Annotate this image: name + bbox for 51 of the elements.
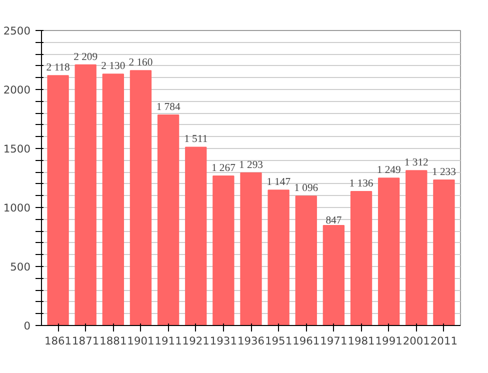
bar [268, 190, 290, 326]
y-tick-label: 0 [24, 320, 31, 332]
bar [240, 172, 262, 326]
x-tick-label: 1991 [375, 334, 402, 348]
bar [406, 170, 428, 326]
bar [322, 225, 345, 326]
y-tick-label: 2000 [3, 84, 31, 96]
bar [130, 70, 152, 326]
data-label: 1 293 [239, 160, 263, 171]
bar [295, 196, 317, 326]
bar [433, 180, 455, 326]
y-tick-label: 1500 [3, 142, 31, 156]
x-tick-label: 1861 [44, 334, 72, 348]
x-tick-label: 1981 [348, 334, 375, 348]
data-label: 1 096 [294, 183, 319, 194]
data-label: 1 147 [266, 177, 292, 188]
x-tick-label: 2001 [402, 334, 430, 348]
x-tick-label: 1911 [154, 334, 182, 348]
x-tick-label: 2011 [430, 334, 458, 348]
x-tick-label: 1936 [237, 334, 265, 348]
x-tick-label: 1901 [127, 334, 154, 348]
data-label: 2 209 [74, 52, 98, 63]
data-label: 1 267 [211, 162, 236, 174]
data-label: 1 784 [156, 102, 181, 113]
data-label: 1 136 [349, 178, 374, 190]
data-label: 2 118 [46, 62, 70, 74]
data-label: 2 130 [101, 61, 126, 72]
bar [157, 114, 180, 326]
bar [212, 175, 234, 326]
data-label: 1 233 [432, 167, 456, 178]
bar [102, 74, 124, 326]
x-tick-label: 1931 [210, 334, 237, 348]
x-tick-label: 1871 [72, 334, 100, 348]
bar [74, 64, 96, 326]
x-tick-label: 1921 [182, 334, 210, 348]
data-label: 1 511 [184, 134, 208, 146]
data-label: 1 312 [404, 158, 428, 169]
x-tick-label: 1881 [100, 334, 127, 348]
data-label: 2 160 [128, 58, 153, 69]
y-tick-label: 2500 [3, 24, 31, 38]
x-tick-label: 1951 [265, 334, 292, 348]
data-label: 1 249 [376, 165, 401, 176]
data-label: 847 [326, 216, 342, 227]
x-tick-label: 1971 [320, 334, 348, 348]
x-tick-label: 1961 [292, 334, 320, 348]
bar [350, 190, 372, 326]
bar [378, 178, 400, 326]
bar [47, 75, 69, 326]
y-tick-label: 1000 [3, 202, 31, 214]
bar [185, 146, 207, 326]
y-tick-label: 500 [10, 260, 31, 274]
